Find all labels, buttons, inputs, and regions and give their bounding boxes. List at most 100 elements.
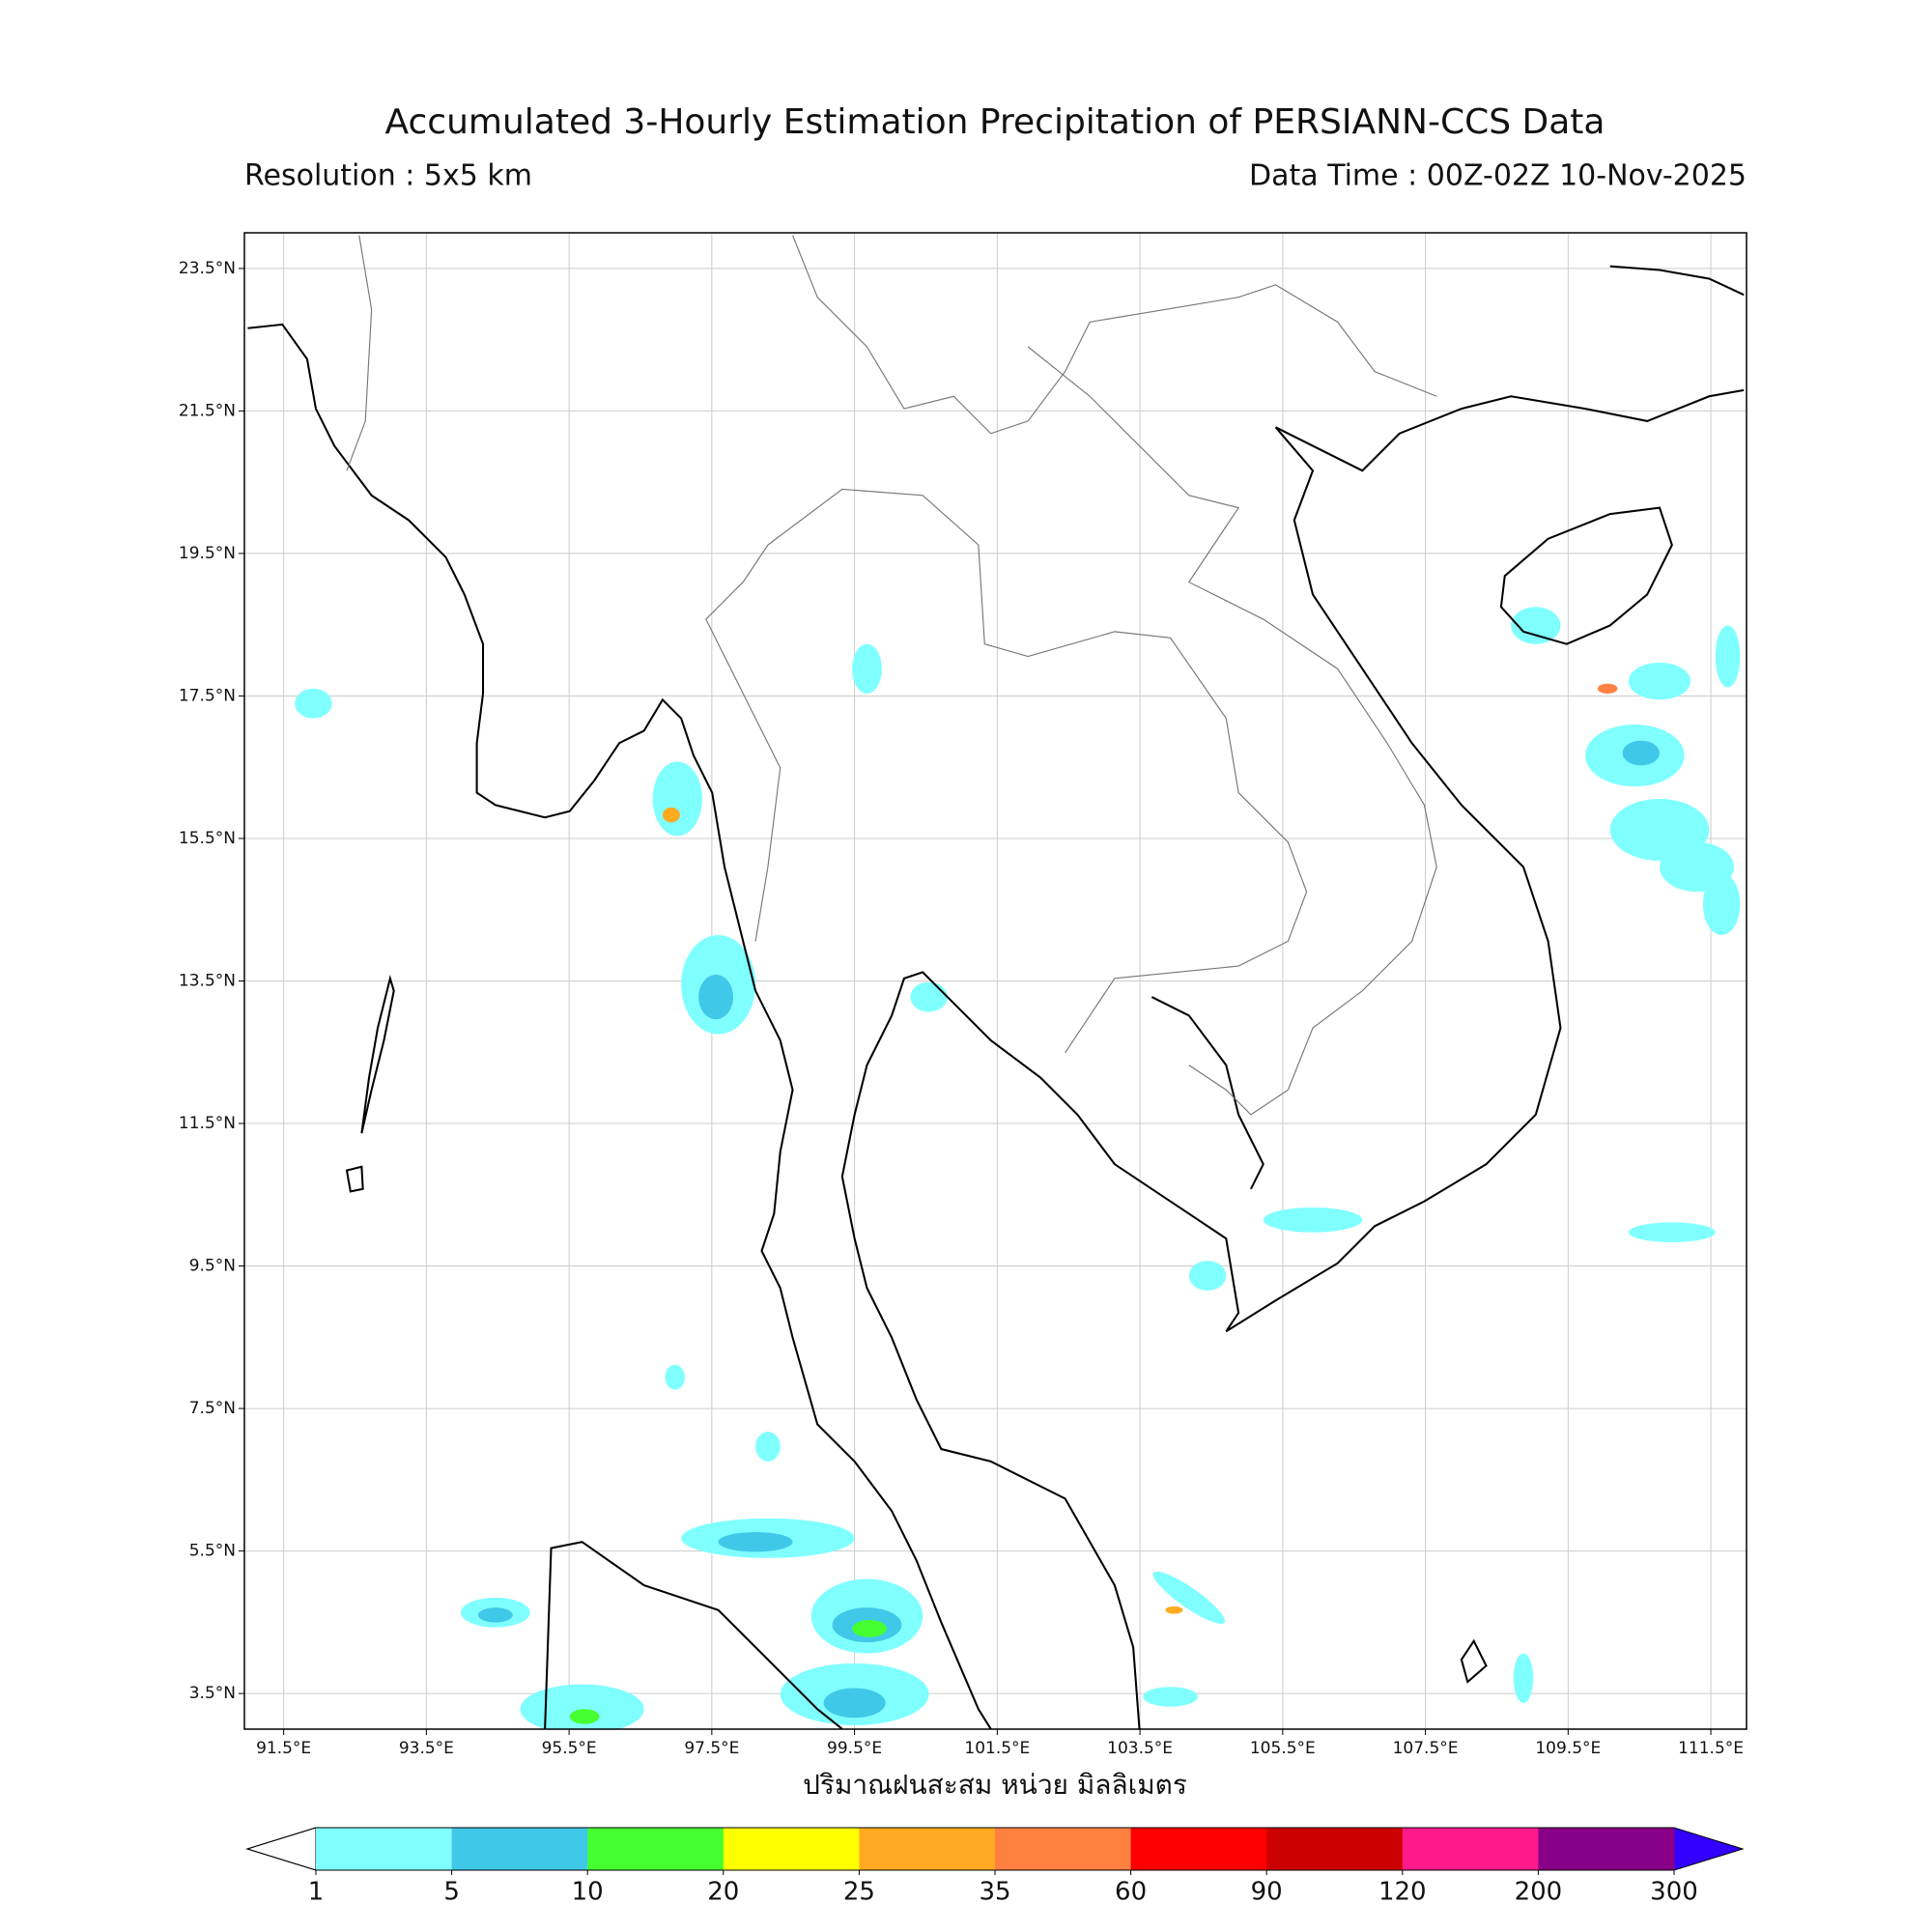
colorbar-segment <box>451 1828 588 1870</box>
colorbar-tick-label: 1 <box>308 1878 325 1907</box>
coastline <box>247 323 992 1729</box>
y-tick-label: 23.5°N <box>179 259 236 278</box>
colorbar-segment <box>316 1828 453 1870</box>
rain-area <box>755 1432 781 1462</box>
y-tick-label: 19.5°N <box>179 544 236 563</box>
data-time: Data Time : 00Z-02Z 10-Nov-2025 <box>1249 159 1747 193</box>
island <box>1460 1638 1488 1684</box>
x-tick-label: 101.5°E <box>964 1739 1030 1758</box>
colorbar-frame <box>245 1827 1745 1871</box>
rain-area <box>1165 1605 1183 1614</box>
x-tick-label: 91.5°E <box>256 1739 311 1758</box>
rain-area <box>1597 683 1618 694</box>
tonle-sap <box>1151 996 1264 1190</box>
x-tick-label: 99.5°E <box>827 1739 882 1758</box>
thailand-border <box>705 544 781 942</box>
rain-area <box>1622 740 1661 766</box>
rain-area <box>477 1607 513 1623</box>
colorbar-segment <box>587 1828 724 1870</box>
y-tick-label: 15.5°N <box>179 829 236 848</box>
rain-area <box>662 807 680 823</box>
resolution: Resolution : 5x5 km <box>244 159 532 193</box>
colorbar-segment <box>1130 1828 1267 1870</box>
rain-area <box>1702 872 1741 935</box>
colorbar-under <box>245 1827 317 1871</box>
coastline <box>840 388 1745 1729</box>
chart-title: Accumulated 3-Hourly Estimation Precipit… <box>385 102 1605 142</box>
rain-area <box>1511 607 1561 644</box>
x-tick-label: 97.5°E <box>684 1739 739 1758</box>
x-tick-label: 105.5°E <box>1250 1739 1316 1758</box>
x-tick-label: 109.5°E <box>1535 1739 1601 1758</box>
hainan <box>1499 506 1673 645</box>
colorbar-tick-label: 90 <box>1251 1878 1283 1907</box>
y-tick-label: 17.5°N <box>179 686 236 705</box>
x-tick-label: 95.5°E <box>542 1739 597 1758</box>
rain-areas <box>295 607 1741 1729</box>
x-tick-label: 107.5°E <box>1393 1739 1459 1758</box>
map-layer <box>247 235 1745 1729</box>
rain-area <box>665 1364 686 1390</box>
colorbar-segment <box>1402 1828 1539 1870</box>
rain-area <box>1188 1261 1227 1291</box>
x-tick-label: 93.5°E <box>399 1739 454 1758</box>
colorbar-tick-label: 200 <box>1515 1878 1563 1907</box>
colorbar-label: ปริมาณฝนสะสม หน่วย มิลลิเมตร <box>803 1769 1187 1801</box>
borders <box>346 235 1437 1116</box>
rain-area <box>852 1619 887 1637</box>
colorbar-segment <box>995 1828 1132 1870</box>
rain-area <box>823 1688 886 1719</box>
rain-area <box>1143 1687 1198 1707</box>
rain-area <box>718 1531 793 1552</box>
coastline <box>1609 265 1745 297</box>
rain-area <box>520 1684 644 1729</box>
rain-area <box>1152 1571 1226 1624</box>
border <box>346 235 373 471</box>
thailand-border <box>767 488 1308 1054</box>
colorbar-tick-label: 5 <box>443 1878 460 1907</box>
rain-area <box>1628 1222 1716 1242</box>
y-tick-label: 7.5°N <box>189 1399 236 1418</box>
colorbar-tick-label: 25 <box>843 1878 875 1907</box>
colorbar-tick-label: 300 <box>1650 1878 1698 1907</box>
rain-area <box>910 981 948 1012</box>
rain-area <box>569 1709 600 1724</box>
colorbar-over <box>1674 1828 1743 1870</box>
sumatra <box>544 1541 843 1729</box>
border <box>792 235 1437 435</box>
rain-area <box>295 688 332 719</box>
andaman-islands <box>360 974 395 1134</box>
rain-area <box>1513 1653 1534 1703</box>
y-tick-label: 3.5°N <box>189 1684 236 1703</box>
map-frame <box>243 232 1747 1730</box>
colorbar-tick-label: 120 <box>1378 1878 1427 1907</box>
rain-area <box>652 761 702 837</box>
y-tick-label: 11.5°N <box>179 1114 236 1133</box>
colorbar: 1 5 10 20 25 35 60 90 120 200 300 <box>245 1827 1745 1907</box>
rain-area <box>852 643 882 694</box>
colorbar-segment <box>1538 1828 1675 1870</box>
y-tick-label: 13.5°N <box>179 972 236 991</box>
rain-area <box>1715 625 1741 688</box>
island <box>345 1165 364 1193</box>
rain-area <box>1628 662 1691 700</box>
colorbar-tick-label: 10 <box>572 1878 604 1907</box>
rain-area <box>698 975 734 1020</box>
y-tick-label: 5.5°N <box>189 1542 236 1561</box>
colorbar-segment <box>1266 1828 1404 1870</box>
grid <box>239 233 1747 1735</box>
colorbar-tick-label: 35 <box>979 1878 1010 1907</box>
y-tick-label: 21.5°N <box>179 401 236 420</box>
colorbar-tick-label: 20 <box>707 1878 739 1907</box>
border <box>1188 1065 1289 1116</box>
colorbar-tick-label: 60 <box>1115 1878 1147 1907</box>
x-tick-label: 111.5°E <box>1678 1739 1744 1758</box>
border <box>1027 346 1437 1091</box>
colorbar-segment <box>859 1828 996 1870</box>
coastlines <box>247 265 1745 1729</box>
colorbar-segment <box>723 1828 860 1870</box>
y-tick-label: 9.5°N <box>189 1257 236 1276</box>
x-tick-label: 103.5°E <box>1107 1739 1173 1758</box>
rain-area <box>1263 1208 1363 1233</box>
